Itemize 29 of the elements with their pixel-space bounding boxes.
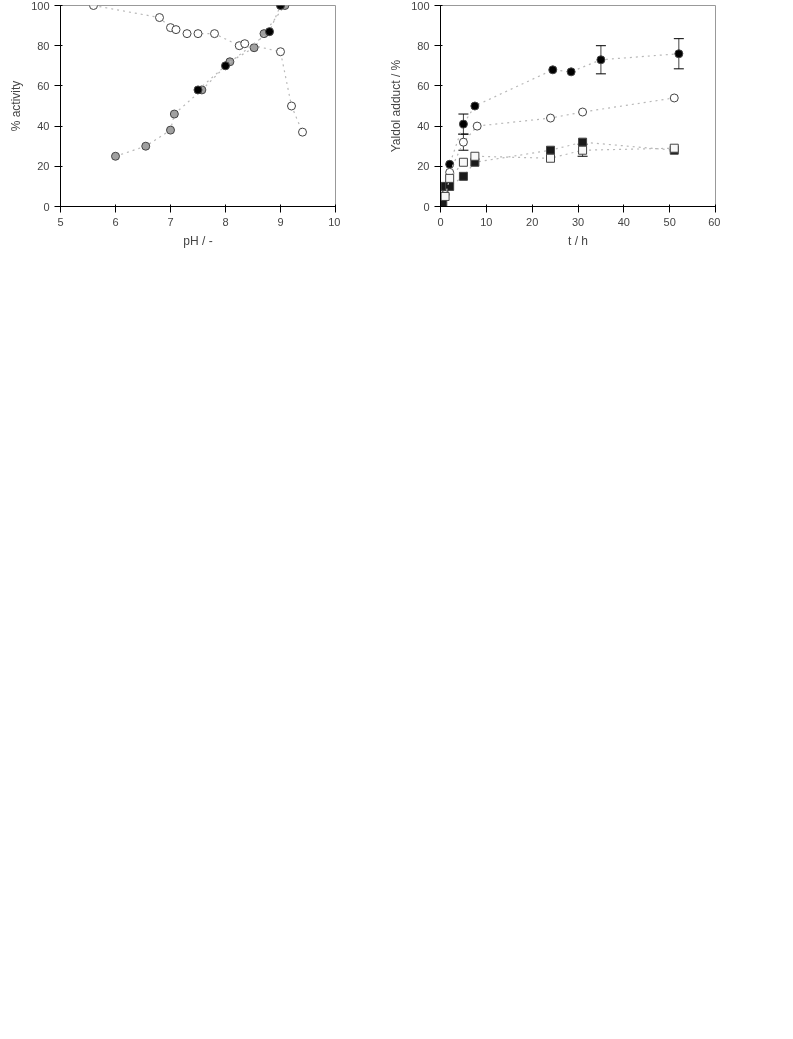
y-axis-title: Yaldol adduct / % xyxy=(389,59,404,153)
x-tick-label: 20 xyxy=(526,215,539,228)
y-tick-label: 80 xyxy=(417,39,430,52)
x-tick-label: 0 xyxy=(437,215,444,228)
x-axis-title: t / h xyxy=(568,233,589,248)
y-tick-label: 0 xyxy=(423,200,430,213)
x-tick-label: 40 xyxy=(617,215,630,228)
y-axis-title: % activity xyxy=(9,80,24,132)
x-axis-title: pH / - xyxy=(183,233,213,248)
x-tick-label: 10 xyxy=(480,215,493,228)
y-tick-label: 40 xyxy=(417,120,430,133)
y-tick-label: 100 xyxy=(31,0,50,12)
y-tick-label: 60 xyxy=(37,79,50,92)
x-tick-label: 9 xyxy=(277,215,284,228)
x-tick-label: 7 xyxy=(167,215,174,228)
x-tick-label: 5 xyxy=(57,215,64,228)
y-tick-label: 20 xyxy=(417,160,430,173)
y-tick-label: 40 xyxy=(37,120,50,133)
y-tick-label: 0 xyxy=(43,200,50,213)
x-tick-label: 50 xyxy=(663,215,676,228)
x-tick-label: 30 xyxy=(571,215,585,228)
y-tick-label: 60 xyxy=(417,79,430,92)
x-tick-label: 60 xyxy=(708,215,721,228)
x-tick-label: 8 xyxy=(222,215,229,228)
y-tick-label: 20 xyxy=(37,160,50,173)
y-tick-label: 100 xyxy=(411,0,430,12)
x-tick-label: 10 xyxy=(328,215,341,228)
x-tick-label: 6 xyxy=(112,215,119,228)
y-tick-label: 80 xyxy=(37,39,50,52)
